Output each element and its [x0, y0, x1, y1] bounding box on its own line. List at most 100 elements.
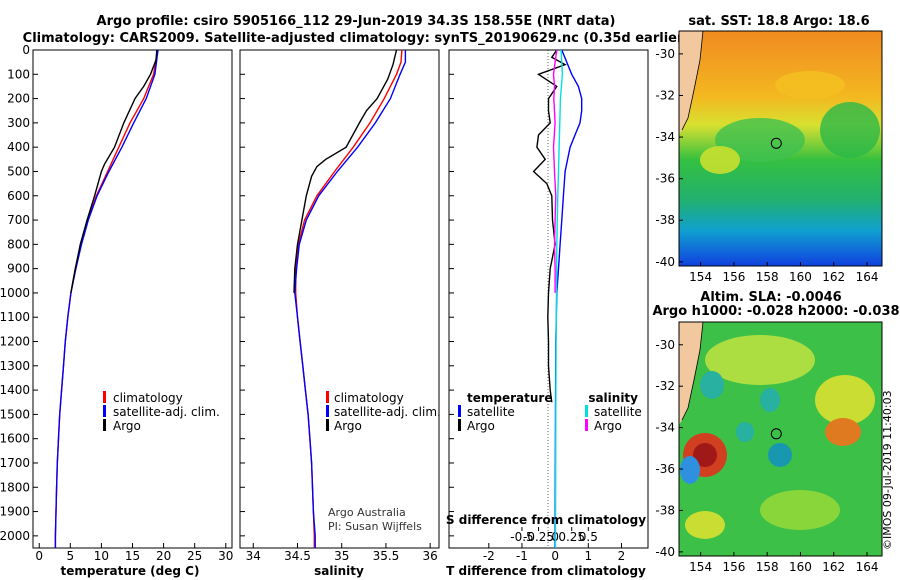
- temperature-plot-frame: [32, 49, 233, 549]
- depth-tick-label: 900: [7, 262, 30, 276]
- legend-satellite-adj: satellite-adj. clim.: [334, 405, 441, 419]
- x-tick-label: 15: [125, 549, 140, 563]
- sst-eddy-1: [715, 118, 805, 162]
- salinity-legend: climatology satellite-adj. clim. Argo: [326, 391, 441, 433]
- sla-latitude-ticks: -30 -32 -34 -36 -38 -40: [655, 338, 683, 559]
- lat-tick-label: -40: [655, 545, 675, 559]
- salinity-panel: 34 34.5 35 35.5 36 salinity climatology sate…: [239, 49, 441, 578]
- legend-s-satellite-swatch: [585, 405, 588, 417]
- x-tick-label: 36: [423, 549, 438, 563]
- credit-line-1: Argo Australia: [328, 506, 406, 519]
- profile-location-marker: [770, 428, 782, 440]
- series-salinity-argo-line: [552, 49, 558, 293]
- salinity-x-axis: 34 34.5 35 35.5 36: [246, 543, 438, 563]
- lon-tick-label: 160: [789, 560, 812, 574]
- depth-tick-label: 700: [7, 213, 30, 227]
- legend-t-argo: Argo: [467, 419, 495, 433]
- lon-tick-label: 160: [789, 270, 812, 284]
- series-salinity-satellite-line: [554, 49, 564, 548]
- lat-tick-label: -34: [655, 130, 675, 144]
- depth-tick-label: 1900: [0, 505, 30, 519]
- sla-longitude-ticks: 154 156 158 160 162 164: [689, 552, 878, 574]
- depth-tick-label: 0: [22, 43, 30, 57]
- depth-tick-label: 200: [7, 92, 30, 106]
- lat-tick-label: -34: [655, 421, 675, 435]
- legend-satellite-swatch: [103, 405, 106, 417]
- legend-climatology: climatology: [334, 391, 404, 405]
- t-difference-axis-label: T difference from climatology: [446, 564, 646, 578]
- temperature-series: [54, 49, 159, 548]
- sla-land: [679, 322, 703, 425]
- depth-tick-label: 1000: [0, 286, 30, 300]
- series-argo-line: [293, 49, 398, 293]
- sla-map: Altim. SLA: -0.0046 Argo h1000: -0.028 h…: [652, 290, 899, 574]
- legend-climatology-swatch: [326, 391, 329, 403]
- legend-temperature-header: temperature: [467, 391, 552, 405]
- lat-tick-label: -32: [655, 379, 675, 393]
- lat-tick-label: -30: [655, 47, 675, 61]
- depth-tick-label: 1400: [0, 383, 30, 397]
- legend-climatology: climatology: [113, 391, 183, 405]
- lon-tick-label: 156: [722, 270, 745, 284]
- salinity-axis-label: salinity: [314, 564, 364, 578]
- depth-tick-label: 1200: [0, 335, 30, 349]
- depth-axis: 0 100 200 300 400 500 600 700 800 900 1000 1100 1200…: [0, 43, 38, 543]
- sla-eddy-3: [825, 418, 861, 446]
- series-argo-line: [70, 49, 158, 294]
- lat-tick-label: -40: [655, 255, 675, 269]
- depth-tick-label: 1500: [0, 407, 30, 421]
- sst-map-title: sat. SST: 18.8 Argo: 18.6: [688, 14, 869, 29]
- depth-tick-label: 2000: [0, 529, 30, 543]
- lat-tick-label: -30: [655, 338, 675, 352]
- x-tick-label: 0: [551, 549, 559, 563]
- lat-tick-label: -36: [655, 172, 675, 186]
- sla-map-title-2: Argo h1000: -0.028 h2000: -0.038: [652, 304, 899, 319]
- temperature-axis-label: temperature (deg C): [61, 564, 200, 578]
- legend-s-argo-swatch: [585, 419, 588, 431]
- lon-tick-label: 164: [856, 560, 879, 574]
- x-tick-label: 25: [187, 549, 202, 563]
- imos-timestamp: ©IMOS 09-Jul-2019 11:40:03: [881, 390, 894, 550]
- x-tick-label: 34.5: [284, 549, 311, 563]
- legend-argo-swatch: [326, 419, 329, 431]
- sst-coastline: [681, 31, 704, 131]
- s-diff-tick-label: -0.25: [523, 530, 554, 544]
- x-tick-label: 35.5: [373, 549, 400, 563]
- lon-tick-label: 162: [822, 270, 845, 284]
- difference-panel: -2 -1 0 1 2 -0.5-0.25 0 0.250.5 T difference f…: [446, 49, 649, 578]
- sla-eddy-9: [760, 490, 840, 530]
- difference-depth-ticks: [449, 49, 454, 537]
- legend-t-satellite-swatch: [458, 405, 461, 417]
- x-tick-label: 0: [35, 549, 43, 563]
- sla-eddy-7: [768, 443, 792, 467]
- depth-tick-label: 100: [7, 67, 30, 81]
- s-difference-axis: -0.5-0.250 0.250.5: [510, 527, 598, 544]
- difference-series: [532, 49, 583, 548]
- x-tick-label: 30: [218, 549, 233, 563]
- lon-tick-label: 158: [756, 270, 779, 284]
- s-diff-tick-label: 0.5: [579, 530, 598, 544]
- sla-map-title-1: Altim. SLA: -0.0046: [700, 290, 841, 305]
- lat-tick-label: -36: [655, 462, 675, 476]
- sla-eddy-warm-core: [693, 443, 717, 467]
- legend-satellite-adj: satellite-adj. clim.: [113, 405, 220, 419]
- lat-tick-label: -38: [655, 503, 675, 517]
- s-diff-tick-label: -0.5: [510, 530, 533, 544]
- series-satellite-adj-clim--line: [54, 49, 159, 548]
- sla-coastline: [681, 322, 704, 421]
- legend-t-satellite: satellite: [467, 405, 515, 419]
- sla-eddy-2: [815, 375, 875, 425]
- temperature-x-axis: 0 5 10 15 20 25 30: [35, 543, 233, 563]
- difference-legend: temperature satellite Argo salinity sate…: [458, 391, 642, 433]
- legend-s-argo: Argo: [594, 419, 622, 433]
- sla-eddy-1: [705, 335, 815, 385]
- legend-salinity-header: salinity: [588, 391, 638, 405]
- depth-tick-label: 1100: [0, 310, 30, 324]
- depth-tick-label: 400: [7, 140, 30, 154]
- x-tick-label: 20: [156, 549, 171, 563]
- depth-tick-label: 800: [7, 237, 30, 251]
- x-tick-label: 35: [334, 549, 349, 563]
- depth-tick-label: 1600: [0, 432, 30, 446]
- x-tick-label: 1: [584, 549, 592, 563]
- lat-tick-label: -38: [655, 213, 675, 227]
